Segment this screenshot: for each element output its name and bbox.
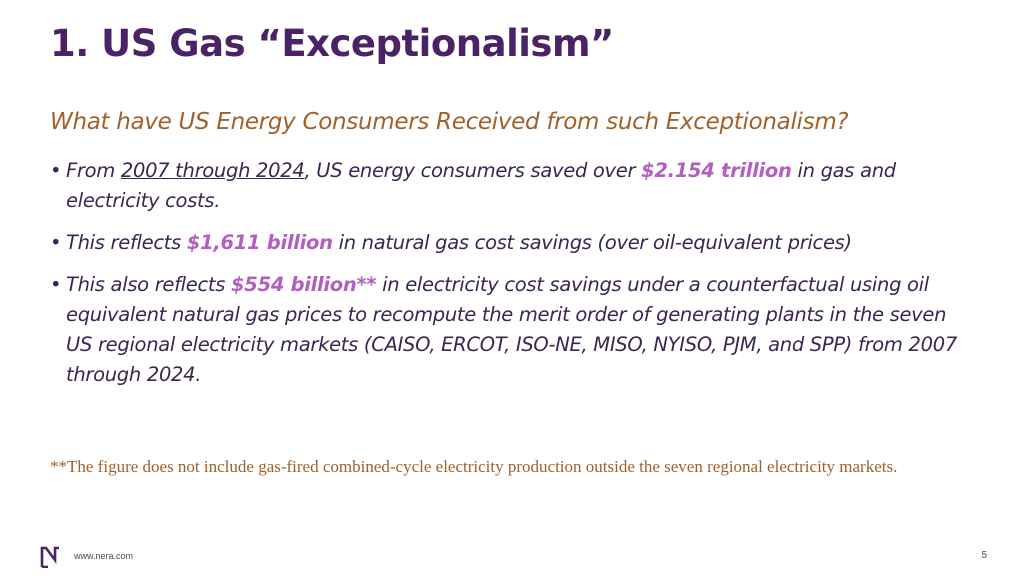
page-number: 5 [981, 550, 987, 561]
bullet-item: This reflects $1,611 billion in natural … [50, 228, 970, 258]
slide-title: 1. US Gas “Exceptionalism” [50, 22, 614, 65]
bullet-list: From 2007 through 2024, US energy consum… [50, 156, 970, 402]
bullet-item: From 2007 through 2024, US energy consum… [50, 156, 970, 216]
highlight-amount: $554 billion** [231, 273, 377, 296]
highlight-amount: $1,611 billion [186, 231, 333, 254]
bullet-item: This also reflects $554 billion** in ele… [50, 270, 970, 390]
slide-subtitle: What have US Energy Consumers Received f… [50, 109, 849, 135]
date-range: 2007 through 2024 [120, 159, 305, 182]
footnote: **The figure does not include gas-fired … [50, 457, 898, 476]
website-link[interactable]: www.nera.com [74, 551, 134, 561]
nera-logo-icon [40, 546, 59, 568]
highlight-amount: $2.154 trillion [641, 159, 792, 182]
